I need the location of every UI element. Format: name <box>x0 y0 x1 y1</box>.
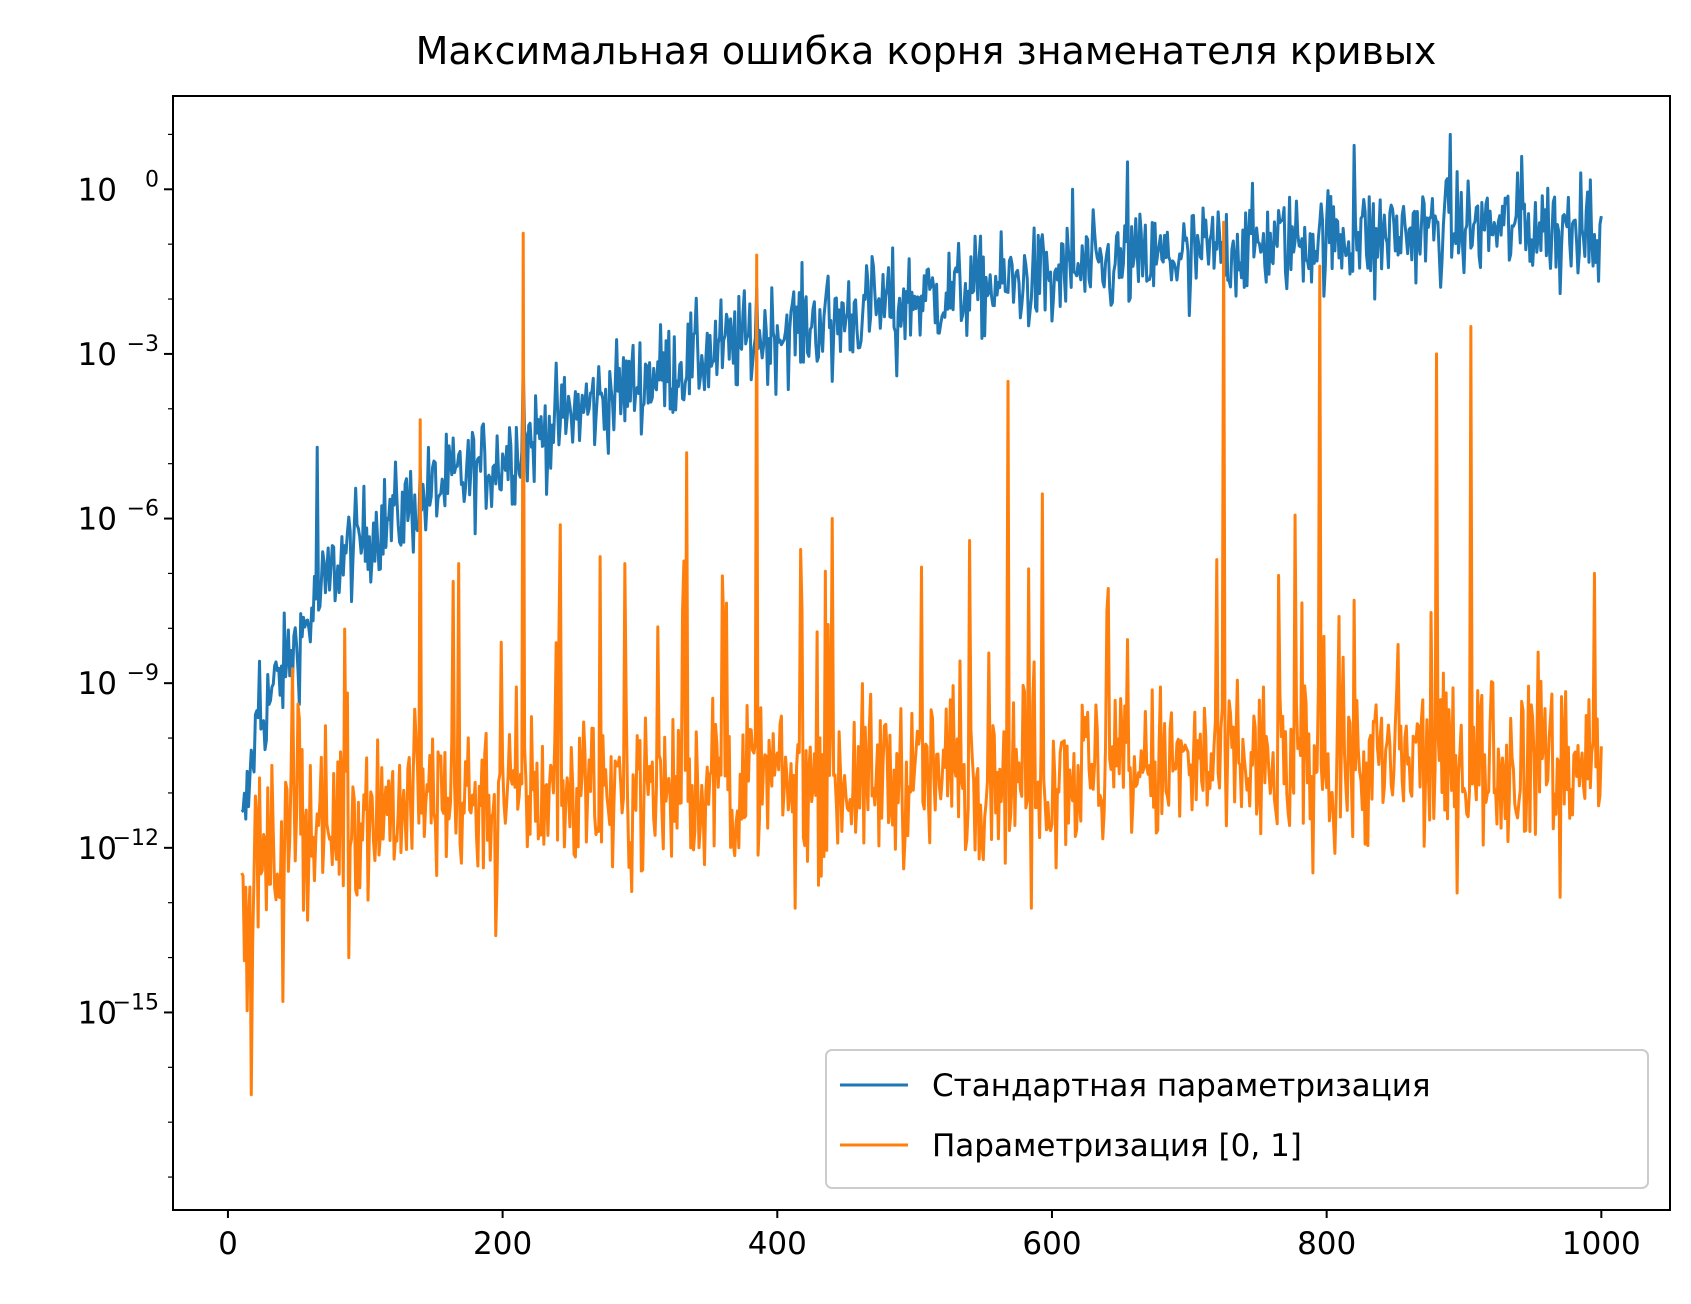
y-tick-exponent: −3 <box>127 332 159 357</box>
legend: Стандартная параметризация Параметризация… <box>825 1049 1649 1189</box>
y-tick-label: 10 <box>78 172 117 208</box>
y-tick-exponent: −6 <box>127 497 159 522</box>
plot-area <box>240 132 1603 1097</box>
legend-label: Стандартная параметризация <box>932 1068 1431 1104</box>
x-axis: 0 200 400 600 800 1000 <box>218 1210 1641 1262</box>
x-tick-label: 200 <box>473 1226 532 1262</box>
y-tick-label: 10 <box>78 666 117 702</box>
y-tick-exponent: −9 <box>127 661 159 686</box>
legend-label: Параметризация [0, 1] <box>932 1128 1302 1164</box>
y-tick-exponent: −15 <box>113 990 159 1015</box>
x-tick-label: 0 <box>218 1226 238 1262</box>
y-tick-label: 10 <box>78 831 117 867</box>
x-tick-label: 1000 <box>1562 1226 1641 1262</box>
chart-title: Максимальная ошибка корня знаменателя кр… <box>416 29 1437 73</box>
legend-box <box>825 1049 1649 1189</box>
x-tick-label: 800 <box>1297 1226 1356 1262</box>
y-tick-label: 10 <box>78 995 117 1031</box>
series-line-1 <box>240 132 1603 821</box>
y-tick-label: 10 <box>78 337 117 373</box>
x-tick-label: 600 <box>1022 1226 1081 1262</box>
x-tick-label: 400 <box>748 1226 807 1262</box>
series-line-2 <box>240 220 1603 1097</box>
y-tick-exponent: −12 <box>113 826 159 851</box>
y-tick-label: 10 <box>78 502 117 538</box>
y-tick-exponent: 0 <box>145 167 159 192</box>
axes-frame <box>172 95 1671 1211</box>
